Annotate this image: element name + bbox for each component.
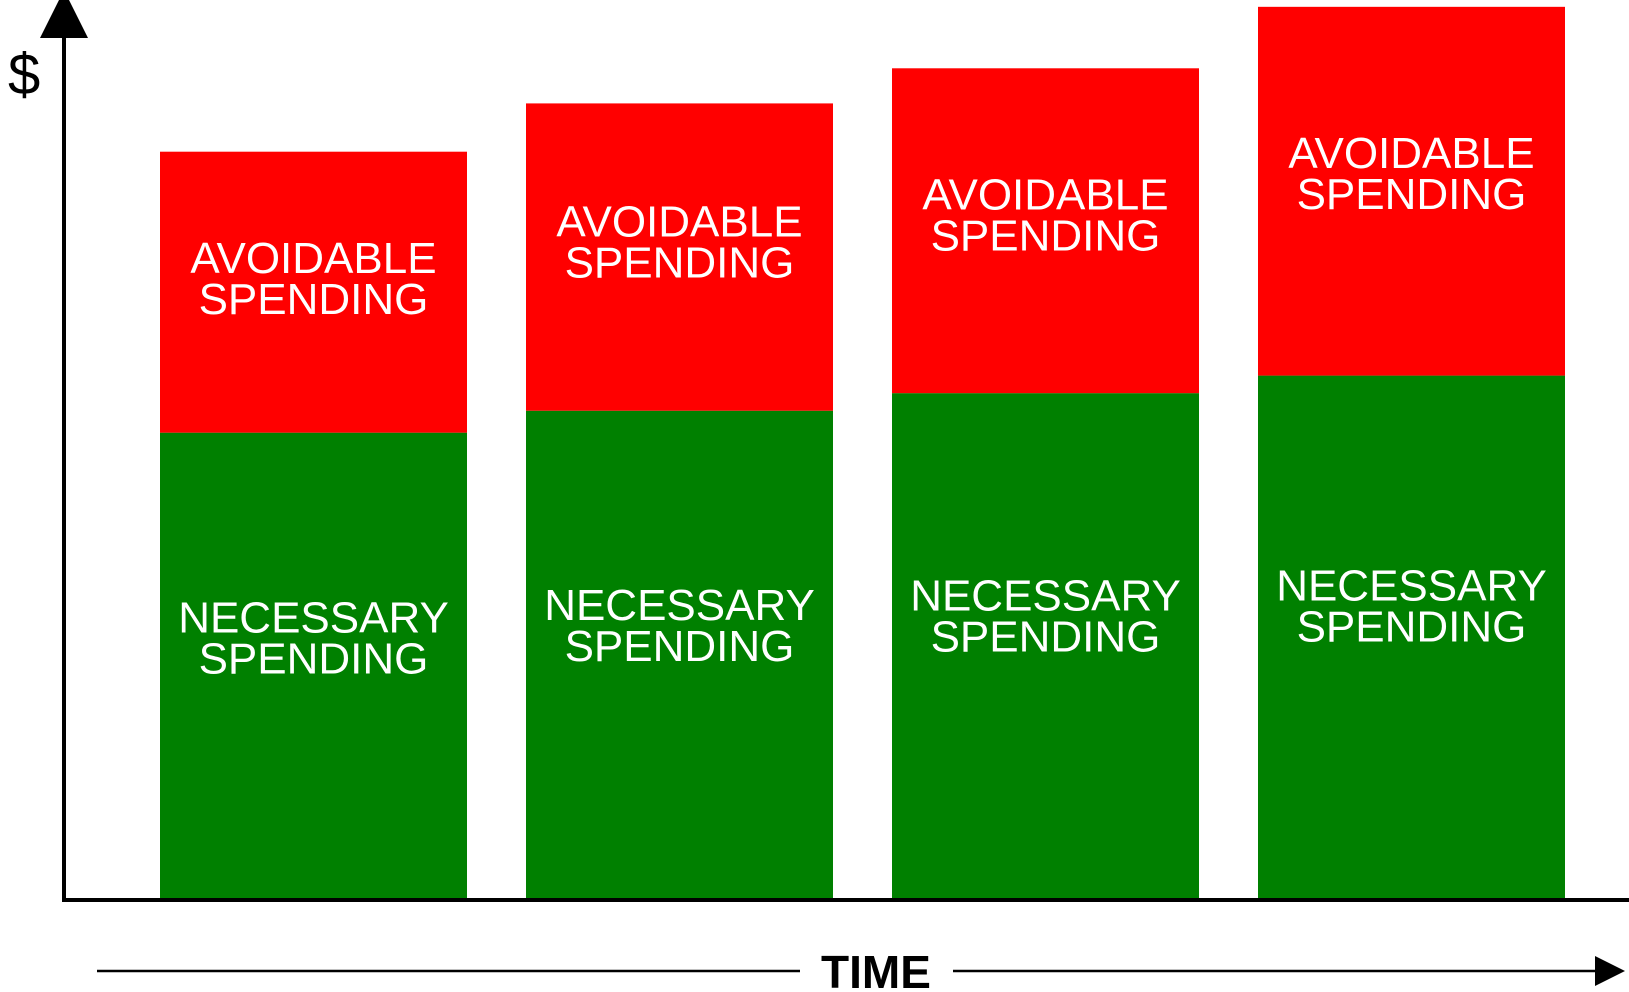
bar-3-avoidable-label-line-1: AVOIDABLE xyxy=(922,170,1168,219)
bar-1-avoidable-label-line-1: AVOIDABLE xyxy=(190,234,436,283)
bar-2-avoidable-label-line-1: AVOIDABLE xyxy=(556,198,802,247)
bar-3-necessary-label-line-1: NECESSARY xyxy=(910,571,1181,620)
y-axis-label: $ xyxy=(8,42,40,107)
bar-4-segment-avoidable xyxy=(1258,6,1565,376)
x-axis-label: TIME xyxy=(821,946,931,992)
bar-4-necessary-label-line-2: SPENDING xyxy=(1297,602,1527,651)
bar-4-avoidable-label-line-2: SPENDING xyxy=(1297,170,1527,219)
bar-2-segment-avoidable xyxy=(526,103,833,411)
bar-3-segment-necessary xyxy=(892,393,1199,898)
bar-3-necessary-label-line-2: SPENDING xyxy=(931,612,1161,661)
bar-4-necessary-label-line-1: NECESSARY xyxy=(1276,561,1547,610)
bar-1-necessary-label-line-2: SPENDING xyxy=(199,634,429,683)
bar-2-necessary-label-line-1: NECESSARY xyxy=(544,581,815,630)
bar-2-necessary-label-line-2: SPENDING xyxy=(565,622,795,671)
bar-1-necessary-label-line-1: NECESSARY xyxy=(178,593,449,642)
bar-3-avoidable-label-line-2: SPENDING xyxy=(931,211,1161,260)
bar-2-segment-necessary xyxy=(526,410,833,898)
bar-1-segment-avoidable xyxy=(160,151,467,433)
bar-4-avoidable-label-line-1: AVOIDABLE xyxy=(1288,129,1534,178)
bar-2-avoidable-label-line-2: SPENDING xyxy=(565,239,795,288)
bar-1-avoidable-label-line-2: SPENDING xyxy=(199,275,429,324)
bar-4-segment-necessary xyxy=(1258,375,1565,899)
bars-group: NECESSARYSPENDINGAVOIDABLESPENDINGNECESS… xyxy=(160,6,1565,899)
bar-3-segment-avoidable xyxy=(892,68,1199,394)
bar-1-segment-necessary xyxy=(160,432,467,898)
